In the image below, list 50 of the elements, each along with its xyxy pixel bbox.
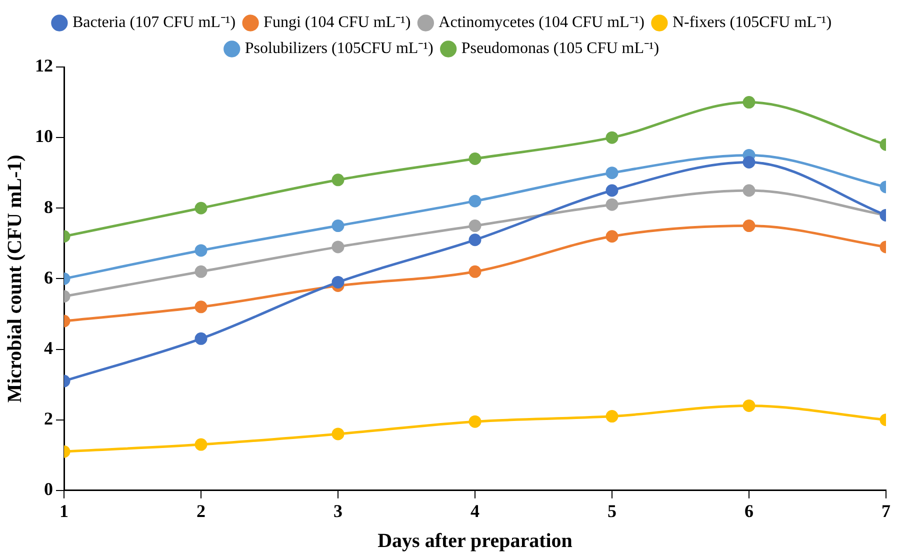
- legend-label: Bacteria (107 CFU mL⁻¹): [72, 14, 236, 32]
- x-tick-label: 3: [334, 500, 342, 521]
- point: [194, 202, 208, 214]
- point: [606, 131, 618, 144]
- point: [606, 198, 618, 211]
- point: [742, 96, 756, 109]
- y-tick-label: 4: [44, 338, 53, 358]
- point: [606, 166, 618, 180]
- point: [742, 156, 756, 169]
- point: [468, 265, 482, 278]
- y-tick-label: 10: [35, 126, 53, 146]
- point: [332, 174, 344, 186]
- legend-label: N-fixers (105CFU mL⁻¹): [672, 14, 832, 32]
- point: [606, 230, 618, 243]
- point: [194, 244, 208, 257]
- y-tick-label: 12: [35, 56, 53, 76]
- point: [468, 234, 482, 246]
- point: [332, 428, 344, 440]
- x-tick-label: 4: [470, 500, 480, 521]
- legend-label: Actinomycetes (104 CFU mL⁻¹): [438, 14, 644, 32]
- point: [742, 220, 756, 232]
- x-axis-title: Days after preparation: [378, 530, 572, 552]
- point: [606, 184, 618, 197]
- x-tick-label: 7: [882, 500, 890, 521]
- point: [332, 276, 344, 288]
- y-tick-label: 2: [44, 408, 53, 428]
- y-tick-label: 0: [44, 479, 53, 500]
- point: [194, 438, 208, 451]
- point: [194, 300, 208, 314]
- point: [468, 220, 482, 232]
- x-tick-label: 5: [608, 500, 616, 521]
- point: [332, 220, 344, 232]
- point: [332, 240, 344, 254]
- point: [742, 184, 756, 197]
- x-tick-label: 2: [196, 500, 206, 521]
- point: [468, 152, 482, 165]
- x-tick-label: 1: [60, 500, 68, 521]
- point: [606, 410, 618, 423]
- point: [194, 332, 208, 345]
- y-axis-title: Microbial count (CFU mL-1): [4, 154, 26, 403]
- point: [468, 194, 482, 208]
- legend-label: Psolubilizers (105CFU mL⁻¹): [244, 40, 434, 58]
- legend-label: Fungi (104 CFU mL⁻¹): [264, 14, 411, 32]
- x-tick-label: 6: [744, 500, 754, 521]
- y-tick-label: 6: [44, 267, 53, 288]
- y-tick-label: 8: [44, 196, 53, 217]
- point: [194, 265, 208, 278]
- point: [742, 399, 756, 412]
- legend-label: Pseudomonas (105 CFU mL⁻¹): [461, 40, 660, 58]
- point: [468, 415, 482, 428]
